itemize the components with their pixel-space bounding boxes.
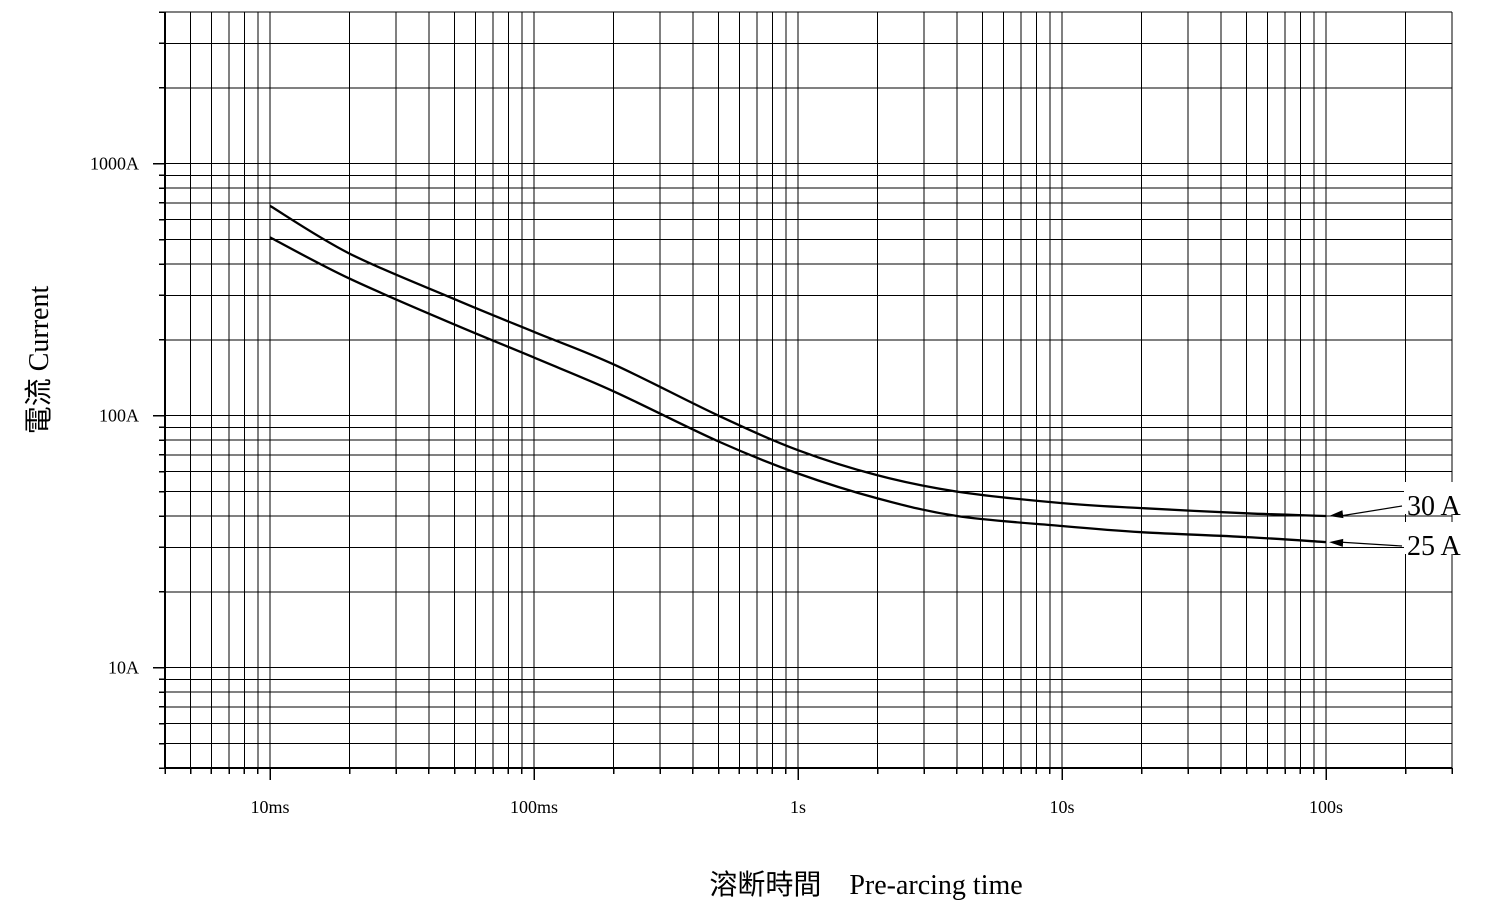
y-tick-label: 10A <box>108 658 139 678</box>
grid <box>164 11 1453 769</box>
arrow-icon <box>1329 510 1344 519</box>
series-annotations: 30 A 25 A <box>1329 482 1480 562</box>
x-tick-label: 10s <box>1050 797 1075 817</box>
tick-labels: 10ms 100ms 1s 10s 100s 10A 100A 1000A <box>90 154 1343 817</box>
x-tick-label: 1s <box>790 797 806 817</box>
y-tick-label: 1000A <box>90 154 139 174</box>
y-tick-label: 100A <box>99 406 139 426</box>
annotation-label-bg <box>1404 522 1480 554</box>
series-line-25a <box>269 236 1327 544</box>
y-axis-label: 電流 Current <box>23 286 55 435</box>
annotation-label-bg <box>1404 482 1480 514</box>
series-label: 25 A <box>1407 531 1461 562</box>
x-tick-label: 100ms <box>510 797 558 817</box>
series <box>269 204 1327 544</box>
series-line-30a <box>269 204 1327 518</box>
x-tick-label: 10ms <box>251 797 290 817</box>
series-label: 30 A <box>1407 491 1461 522</box>
x-tick-label: 100s <box>1309 797 1343 817</box>
annotation-leader <box>1340 541 1403 547</box>
arrow-icon <box>1329 538 1344 547</box>
x-axis-label: 溶断時間 Pre-arcing time <box>709 869 1022 901</box>
axes <box>153 11 1453 780</box>
annotation-leader <box>1339 505 1403 517</box>
